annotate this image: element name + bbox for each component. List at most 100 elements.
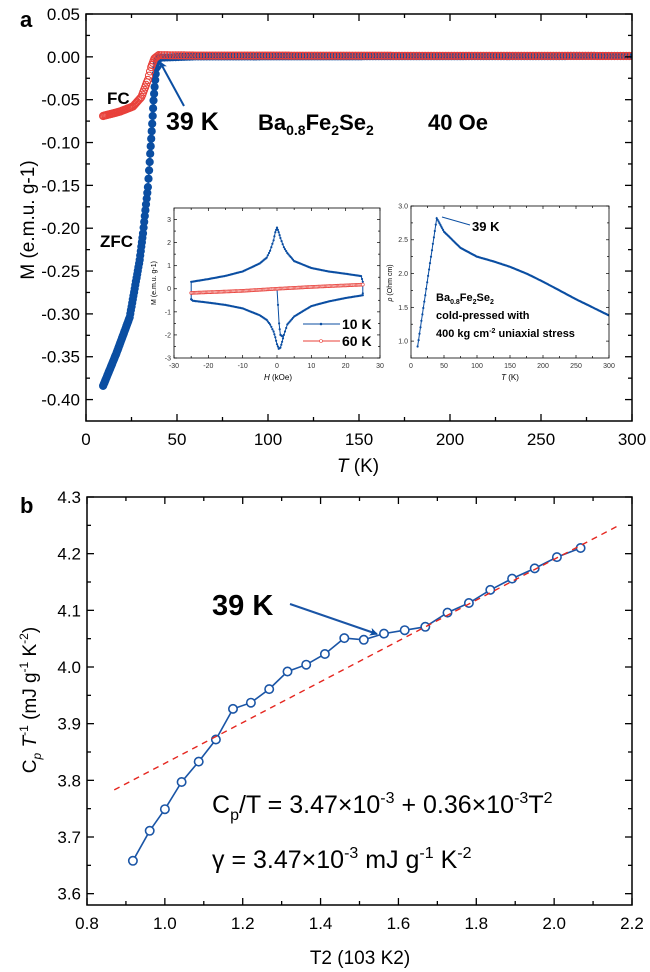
data-point	[279, 236, 282, 240]
data-point	[485, 51, 494, 60]
y-tick-label: 4.0	[57, 658, 81, 677]
data-point	[436, 218, 439, 221]
data-point	[435, 217, 438, 220]
data-point	[266, 51, 275, 60]
data-point	[199, 51, 208, 60]
data-point	[447, 51, 456, 60]
data-point	[280, 240, 283, 243]
x-tick-label: 250	[527, 430, 555, 449]
data-point	[441, 227, 444, 230]
data-point	[159, 804, 170, 815]
data-point	[361, 280, 364, 283]
inset-rho-ylabel: ρ (Ohm cm)	[387, 264, 394, 302]
panel-b-tc-label: 39 K	[212, 590, 273, 622]
data-point	[255, 51, 264, 60]
data-point	[168, 51, 177, 60]
data-point	[245, 697, 256, 708]
y-tick-label: 3.7	[57, 828, 81, 847]
x-tick-label: 0.8	[75, 914, 99, 933]
data-point	[174, 51, 183, 60]
data-point	[531, 51, 541, 61]
data-point	[275, 343, 279, 346]
data-point	[275, 51, 284, 60]
data-point	[150, 82, 159, 91]
x-tick-label: 1.6	[387, 914, 411, 933]
inset-mh-series-60-k	[189, 282, 365, 295]
inset-rho-note-line2: cold-pressed with	[436, 310, 530, 322]
data-point	[418, 332, 421, 335]
y-tick-label: -0.20	[41, 219, 80, 238]
data-point	[144, 825, 155, 836]
y-tick-label: 0.05	[47, 5, 80, 24]
data-point	[587, 51, 596, 61]
data-point	[276, 228, 279, 231]
inset-rho-chart: 0 50 100 150 200 250 300 1.0 1.5 2.0 2.5 3.0	[398, 203, 615, 370]
data-point	[430, 249, 434, 252]
data-point	[322, 51, 331, 60]
data-point	[549, 51, 558, 61]
data-point	[406, 51, 415, 60]
data-point	[427, 51, 436, 60]
data-point	[625, 51, 632, 61]
data-point	[272, 239, 275, 242]
data-point	[593, 51, 602, 61]
data-point	[431, 242, 434, 245]
data-point	[217, 51, 226, 60]
data-point	[240, 51, 249, 60]
y-tick-label: 2	[167, 240, 171, 247]
data-point	[149, 96, 158, 105]
panel-b-plot-area	[113, 524, 621, 866]
data-point	[171, 51, 180, 60]
data-point	[360, 275, 363, 278]
data-point	[584, 51, 593, 61]
data-point	[496, 51, 506, 61]
data-point	[272, 51, 281, 60]
data-point	[467, 51, 476, 60]
y-tick-label: 3.9	[57, 715, 81, 734]
data-point	[319, 51, 328, 60]
data-point	[425, 287, 428, 290]
y-tick-label: 3.8	[57, 771, 81, 790]
data-point	[424, 51, 433, 60]
data-point	[552, 51, 561, 61]
y-tick-label: 3.0	[398, 203, 408, 210]
data-point	[282, 246, 285, 249]
data-point	[273, 235, 276, 238]
data-point	[282, 666, 293, 677]
data-point	[418, 51, 427, 60]
y-tick-label: -0.40	[41, 391, 80, 410]
y-tick-label: 2.5	[398, 237, 408, 244]
data-point	[444, 51, 453, 60]
data-point	[325, 51, 334, 60]
data-point	[234, 51, 243, 60]
y-tick-label: -2	[165, 332, 171, 339]
data-point	[146, 149, 155, 158]
data-point	[439, 223, 442, 226]
data-point	[514, 51, 523, 61]
data-point	[237, 51, 246, 60]
x-tick-label: 30	[376, 363, 384, 370]
data-point	[152, 52, 161, 61]
data-point	[295, 51, 305, 60]
data-point	[339, 51, 348, 60]
panel-a-tc-arrow	[159, 61, 185, 107]
data-point	[243, 51, 252, 60]
data-point	[397, 51, 407, 60]
data-point	[429, 255, 433, 258]
panel-b-letter: b	[20, 493, 33, 518]
data-point	[485, 584, 496, 595]
data-point	[555, 51, 564, 61]
data-point	[610, 51, 619, 61]
data-point	[453, 51, 462, 60]
data-point	[420, 621, 431, 632]
panel-a-tc-label: 39 K	[166, 108, 219, 136]
data-point	[278, 322, 281, 325]
x-tick-label: 150	[345, 430, 373, 449]
data-point	[409, 51, 418, 60]
data-point	[278, 51, 287, 60]
x-tick-label: 200	[436, 430, 464, 449]
data-point	[601, 51, 610, 61]
data-point	[511, 51, 520, 61]
inset-rho-series-0	[416, 216, 609, 348]
data-point	[421, 313, 424, 316]
